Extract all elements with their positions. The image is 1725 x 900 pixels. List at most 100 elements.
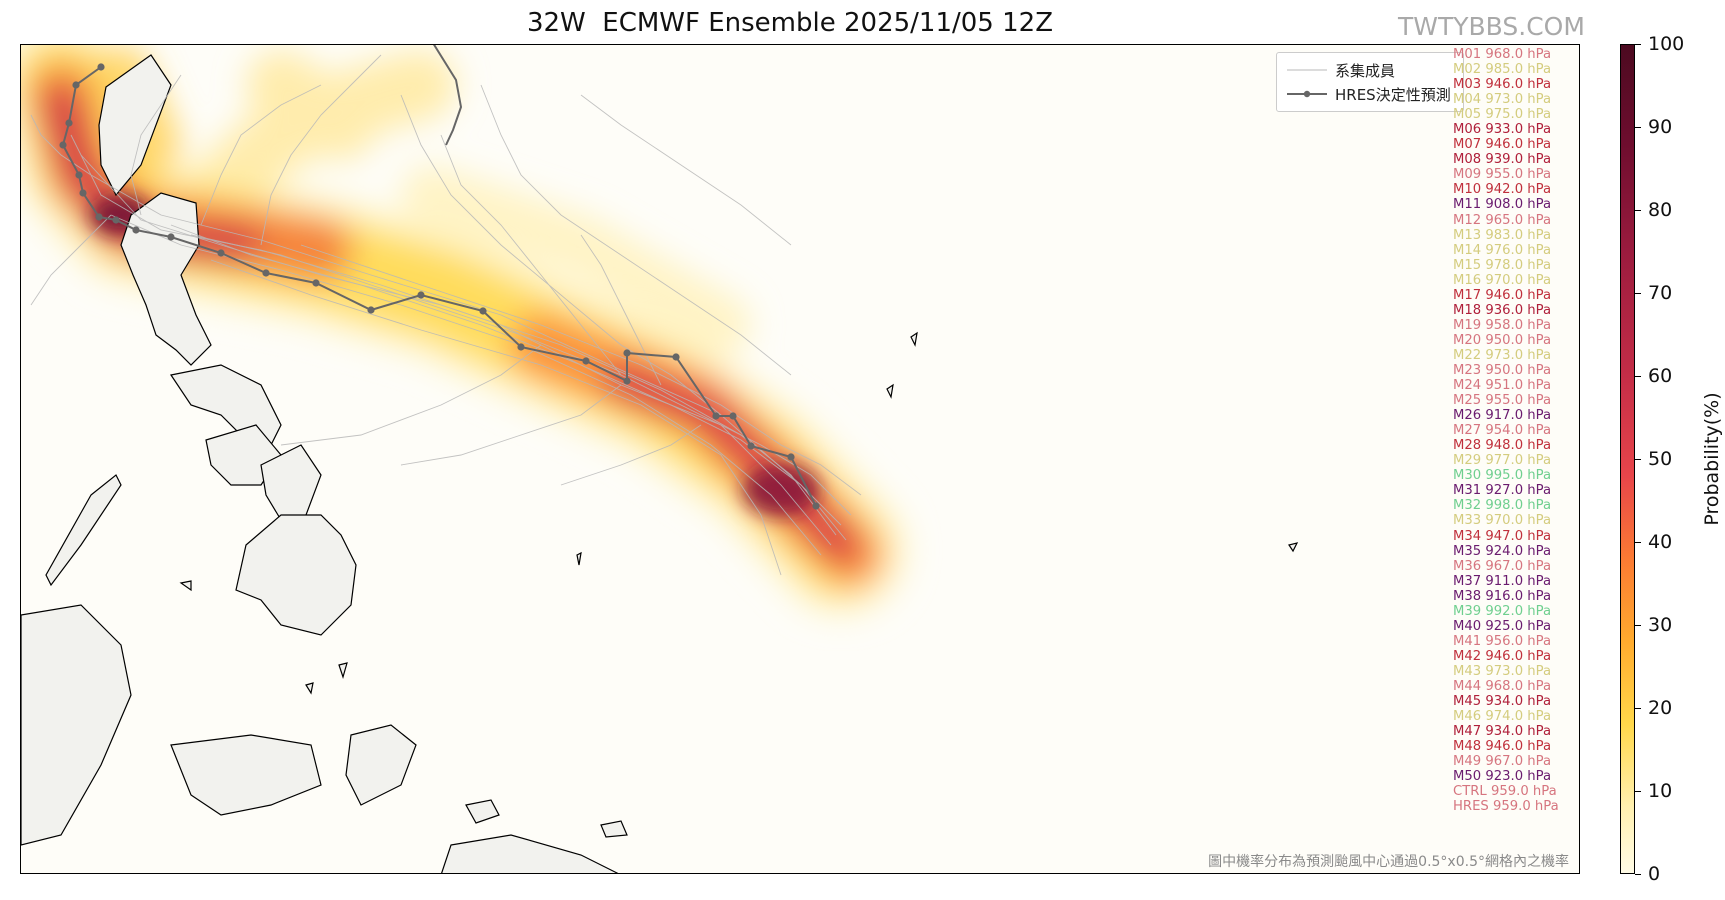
hres-track-point xyxy=(65,119,73,127)
member-pressure-item: M07 946.0 hPa xyxy=(1453,137,1552,153)
member-pressure-item: M19 958.0 hPa xyxy=(1453,317,1552,333)
colorbar-tick-label: 80 xyxy=(1648,199,1673,221)
visayas-islands xyxy=(170,364,282,446)
member-pressure-item: M41 956.0 hPa xyxy=(1453,633,1552,649)
yap-island xyxy=(1288,542,1299,553)
colorbar-tick-mark xyxy=(1635,459,1641,460)
member-pressure-item: M45 934.0 hPa xyxy=(1453,694,1552,710)
hres-track-points xyxy=(59,63,820,510)
member-pressure-item: M34 947.0 hPa xyxy=(1453,528,1552,544)
member-pressure-item: M25 955.0 hPa xyxy=(1453,393,1552,409)
hres-track-point xyxy=(79,189,87,197)
land-masses xyxy=(21,54,1299,873)
member-pressure-item: M08 939.0 hPa xyxy=(1453,152,1552,168)
member-pressure-item: M37 911.0 hPa xyxy=(1453,573,1552,589)
watermark: TWTYBBS.COM xyxy=(1398,12,1585,41)
member-pressure-item: M29 977.0 hPa xyxy=(1453,453,1552,469)
member-pressure-item: M35 924.0 hPa xyxy=(1453,543,1552,559)
halmahera-island xyxy=(345,724,417,806)
member-pressure-item: M13 983.0 hPa xyxy=(1453,227,1552,243)
member-pressure-item: M14 976.0 hPa xyxy=(1453,242,1552,258)
maluku-small xyxy=(465,799,500,824)
member-pressure-item: M20 950.0 hPa xyxy=(1453,332,1552,348)
member-pressure-item: M50 923.0 hPa xyxy=(1453,769,1552,785)
hres-track-point xyxy=(582,357,590,365)
mindanao-island xyxy=(235,514,357,636)
member-pressure-item: M46 974.0 hPa xyxy=(1453,709,1552,725)
colorbar-tick-label: 60 xyxy=(1648,365,1673,387)
small-island-2 xyxy=(305,682,314,695)
legend-ensemble-label: 系集成員 xyxy=(1335,61,1396,80)
member-pressure-item: M16 970.0 hPa xyxy=(1453,272,1552,288)
colorbar-tick-label: 70 xyxy=(1648,282,1673,304)
map-panel: 系集成員 HRES決定性預測 M01 968.0 hPa M02 985.0 hP… xyxy=(20,44,1580,874)
member-pressure-item: M01 968.0 hPa xyxy=(1453,47,1552,62)
colorbar-title: Probability(%) xyxy=(1701,392,1723,526)
hres-track-point xyxy=(112,216,120,224)
hres-track-point xyxy=(312,279,320,287)
member-pressure-item: M40 925.0 hPa xyxy=(1453,618,1552,634)
legend-hres-label: HRES決定性預測 xyxy=(1335,85,1451,104)
member-pressure-item: M11 908.0 hPa xyxy=(1453,197,1552,213)
member-pressure-item: M31 927.0 hPa xyxy=(1453,483,1552,499)
legend-ensemble-entry: 系集成員 xyxy=(1287,59,1395,81)
small-island-4 xyxy=(600,820,628,838)
member-pressure-item: M28 948.0 hPa xyxy=(1453,438,1552,454)
map-title: 32W ECMWF Ensemble 2025/11/05 12Z xyxy=(526,8,1054,38)
member-pressure-item: M15 978.0 hPa xyxy=(1453,257,1552,273)
hres-track-point xyxy=(417,291,425,299)
member-pressure-item: M48 946.0 hPa xyxy=(1453,739,1552,755)
palau-island xyxy=(576,551,582,566)
taiwan-island xyxy=(98,54,172,197)
member-pressure-item: M47 934.0 hPa xyxy=(1453,724,1552,740)
colorbar-tick-mark xyxy=(1635,210,1641,211)
hres-track-point xyxy=(712,412,720,420)
hres-track-point xyxy=(672,353,680,361)
member-pressure-item: M23 950.0 hPa xyxy=(1453,362,1552,378)
hres-track-point xyxy=(787,453,795,461)
hres-track-point xyxy=(97,63,105,71)
colorbar-tick-mark xyxy=(1635,293,1641,294)
member-pressure-item: M30 995.0 hPa xyxy=(1453,468,1552,484)
member-pressure-item: M27 954.0 hPa xyxy=(1453,423,1552,439)
colorbar-tick-label: 0 xyxy=(1648,863,1661,885)
member-pressure-item: M10 942.0 hPa xyxy=(1453,182,1552,198)
member-pressure-item: M05 975.0 hPa xyxy=(1453,107,1552,123)
hres-track-point xyxy=(812,502,820,510)
member-pressure-item: M42 946.0 hPa xyxy=(1453,648,1552,664)
member-pressure-item: M36 967.0 hPa xyxy=(1453,558,1552,574)
guam-island xyxy=(886,383,894,399)
hres-track-point xyxy=(729,412,737,420)
hres-track-point xyxy=(262,269,270,277)
member-pressure-item: M32 998.0 hPa xyxy=(1453,498,1552,514)
palawan-island xyxy=(45,474,122,587)
member-pressure-item: M17 946.0 hPa xyxy=(1453,287,1552,303)
ensemble-line-swatch xyxy=(1287,69,1327,71)
hres-track-point xyxy=(167,233,175,241)
map-canvas xyxy=(21,45,1299,873)
colorbar-tick-label: 40 xyxy=(1648,531,1673,553)
colorbar-tick-label: 10 xyxy=(1648,780,1673,802)
member-pressure-item: M12 965.0 hPa xyxy=(1453,212,1552,228)
borneo-island xyxy=(21,604,132,846)
hres-track-point xyxy=(623,349,631,357)
member-pressure-item: CTRL 959.0 hPa xyxy=(1453,784,1557,800)
member-pressure-item: M49 967.0 hPa xyxy=(1453,754,1552,770)
member-pressure-item: M18 936.0 hPa xyxy=(1453,302,1552,318)
member-pressure-item: M04 973.0 hPa xyxy=(1453,92,1552,108)
colorbar-tick-mark xyxy=(1635,127,1641,128)
colorbar-tick-label: 90 xyxy=(1648,116,1673,138)
colorbar-tick-label: 20 xyxy=(1648,697,1673,719)
colorbar-tick-mark xyxy=(1635,874,1641,875)
probability-footnote: 圖中機率分布為預測颱風中心通過0.5°x0.5°網格內之機率 xyxy=(1208,854,1569,870)
luzon-island xyxy=(120,192,212,366)
member-pressure-item: M02 985.0 hPa xyxy=(1453,62,1552,78)
member-pressure-item: M38 916.0 hPa xyxy=(1453,588,1552,604)
small-island-3 xyxy=(338,662,348,680)
colorbar-tick-label: 100 xyxy=(1648,33,1685,55)
hres-track-point xyxy=(72,81,80,89)
colorbar-tick-mark xyxy=(1635,791,1641,792)
hres-line-swatch xyxy=(1287,90,1327,98)
hres-track-point xyxy=(95,213,103,221)
member-pressure-item: M26 917.0 hPa xyxy=(1453,408,1552,424)
